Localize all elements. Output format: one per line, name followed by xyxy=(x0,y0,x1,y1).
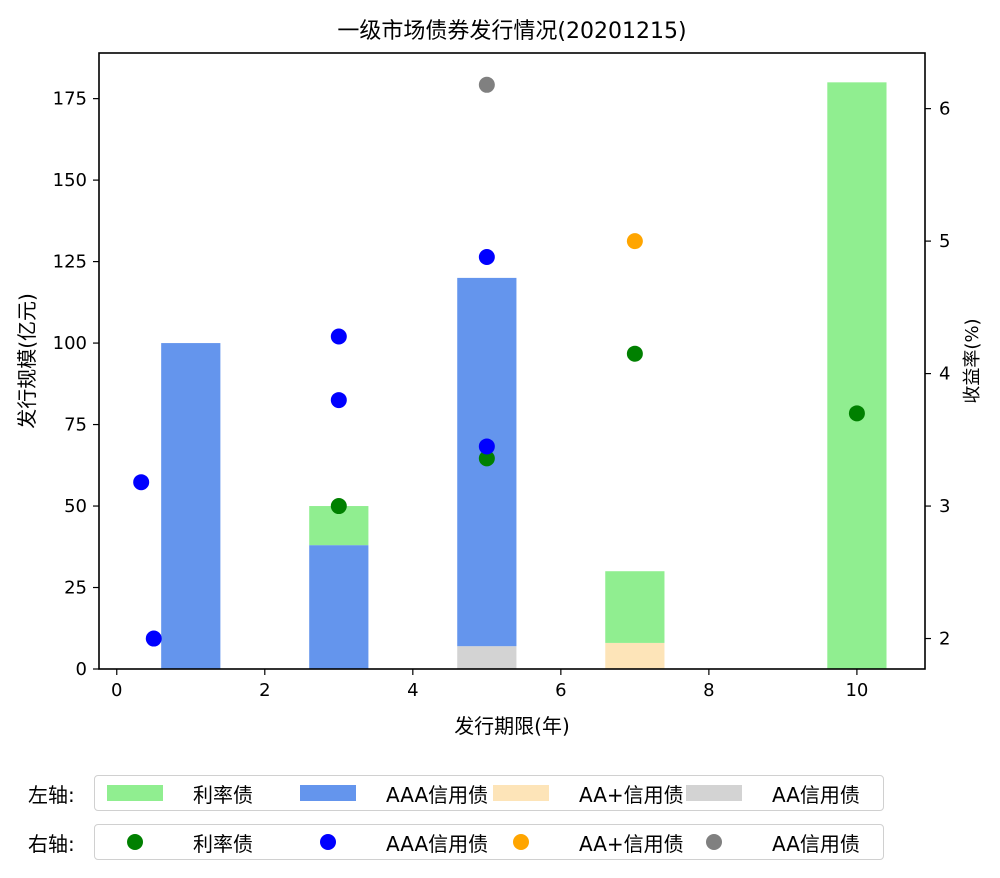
legend-box: 利率债 AAA信用债 AA+信用债 AA信用债 xyxy=(94,824,884,860)
dot-icon xyxy=(320,834,336,850)
swatch-icon xyxy=(493,785,549,801)
scatter-point xyxy=(848,405,865,422)
swatch-icon xyxy=(686,785,742,801)
stacked-bars xyxy=(161,82,887,670)
scatter-point xyxy=(478,438,495,455)
legend-label: AA信用债 xyxy=(772,782,860,807)
y-tick-label: 25 xyxy=(64,578,87,599)
dot-icon xyxy=(127,834,143,850)
legend-item: AA信用债 xyxy=(686,828,879,857)
bar-segment xyxy=(605,642,665,669)
y-tick-label: 5 xyxy=(939,231,950,252)
bar-segment xyxy=(161,343,221,669)
y-tick-label: 4 xyxy=(939,364,950,385)
legend-label: AAA信用债 xyxy=(386,831,489,856)
legend-label: 利率债 xyxy=(193,782,253,807)
scatter-point xyxy=(133,474,150,491)
chart-title: 一级市场债券发行情况(20201215) xyxy=(337,19,686,44)
legend-item: AAA信用债 xyxy=(300,779,493,808)
legend-item: AAA信用债 xyxy=(300,828,493,857)
scatter-point xyxy=(330,328,347,345)
scatter-point xyxy=(626,233,643,250)
legend-box: 利率债 AAA信用债 AA+信用债 AA信用债 xyxy=(94,775,884,811)
legend-label: AA+信用债 xyxy=(579,782,684,807)
y-tick-label: 0 xyxy=(76,659,87,680)
scatter-point xyxy=(478,76,495,93)
legend-prefix: 左轴: xyxy=(28,782,75,807)
plot-frame xyxy=(98,52,926,670)
y-tick-label: 125 xyxy=(53,252,87,273)
bar-segment xyxy=(827,82,887,670)
scatter-point xyxy=(478,249,495,266)
dot-icon xyxy=(513,834,529,850)
x-axis: 0 2 4 6 8 10 xyxy=(111,669,868,701)
legend-item: AA信用债 xyxy=(686,779,879,808)
y-tick-label: 3 xyxy=(939,496,950,517)
left-y-axis-label: 发行规模(亿元) xyxy=(15,293,39,429)
scatter-point xyxy=(478,450,495,467)
swatch-icon xyxy=(300,785,356,801)
legend-item: 利率债 xyxy=(95,779,300,808)
bar-segment xyxy=(457,646,517,669)
legend-label: AA信用债 xyxy=(772,831,860,856)
swatch-icon xyxy=(107,785,163,801)
x-tick-label: 4 xyxy=(407,680,418,701)
x-tick-label: 2 xyxy=(259,680,270,701)
legend-prefix: 右轴: xyxy=(28,831,75,856)
scatter-point xyxy=(626,345,643,362)
left-axis-legend: 左轴: 利率债 AAA信用债 AA+信用债 AA信用债 xyxy=(28,774,884,812)
legend-label: 利率债 xyxy=(193,831,253,856)
y-tick-label: 100 xyxy=(53,333,87,354)
scatter-point xyxy=(145,630,162,647)
scatter-points xyxy=(133,76,865,647)
right-y-axis-label: 收益率(%) xyxy=(962,318,983,403)
y-tick-label: 2 xyxy=(939,629,950,650)
x-tick-label: 6 xyxy=(555,680,566,701)
right-axis-legend: 右轴: 利率债 AAA信用债 AA+信用债 AA信用债 xyxy=(28,823,884,861)
legend-label: AA+信用债 xyxy=(579,831,684,856)
legend-item: 利率债 xyxy=(95,828,300,857)
y-tick-label: 50 xyxy=(64,496,87,517)
scatter-point xyxy=(330,392,347,409)
x-tick-label: 0 xyxy=(111,680,122,701)
right-y-axis: 2 3 4 5 6 xyxy=(925,99,950,650)
x-axis-label: 发行期限(年) xyxy=(454,714,570,738)
legend-item: AA+信用债 xyxy=(493,828,686,857)
x-tick-label: 10 xyxy=(845,680,868,701)
left-y-axis: 0 25 50 75 100 125 150 175 xyxy=(53,89,99,680)
legend-label: AAA信用债 xyxy=(386,782,489,807)
scatter-point xyxy=(330,498,347,515)
x-tick-label: 8 xyxy=(703,680,714,701)
dot-icon xyxy=(706,834,722,850)
y-tick-label: 150 xyxy=(53,170,87,191)
bar-segment xyxy=(605,571,665,643)
chart: 一级市场债券发行情况(20201215) 0 2 4 6 8 10 02550751001… xyxy=(15,19,983,738)
y-tick-label: 75 xyxy=(64,415,87,436)
y-tick-label: 175 xyxy=(53,89,87,110)
bar-segment xyxy=(309,545,369,669)
legend-item: AA+信用债 xyxy=(493,779,686,808)
y-tick-label: 6 xyxy=(939,99,950,120)
